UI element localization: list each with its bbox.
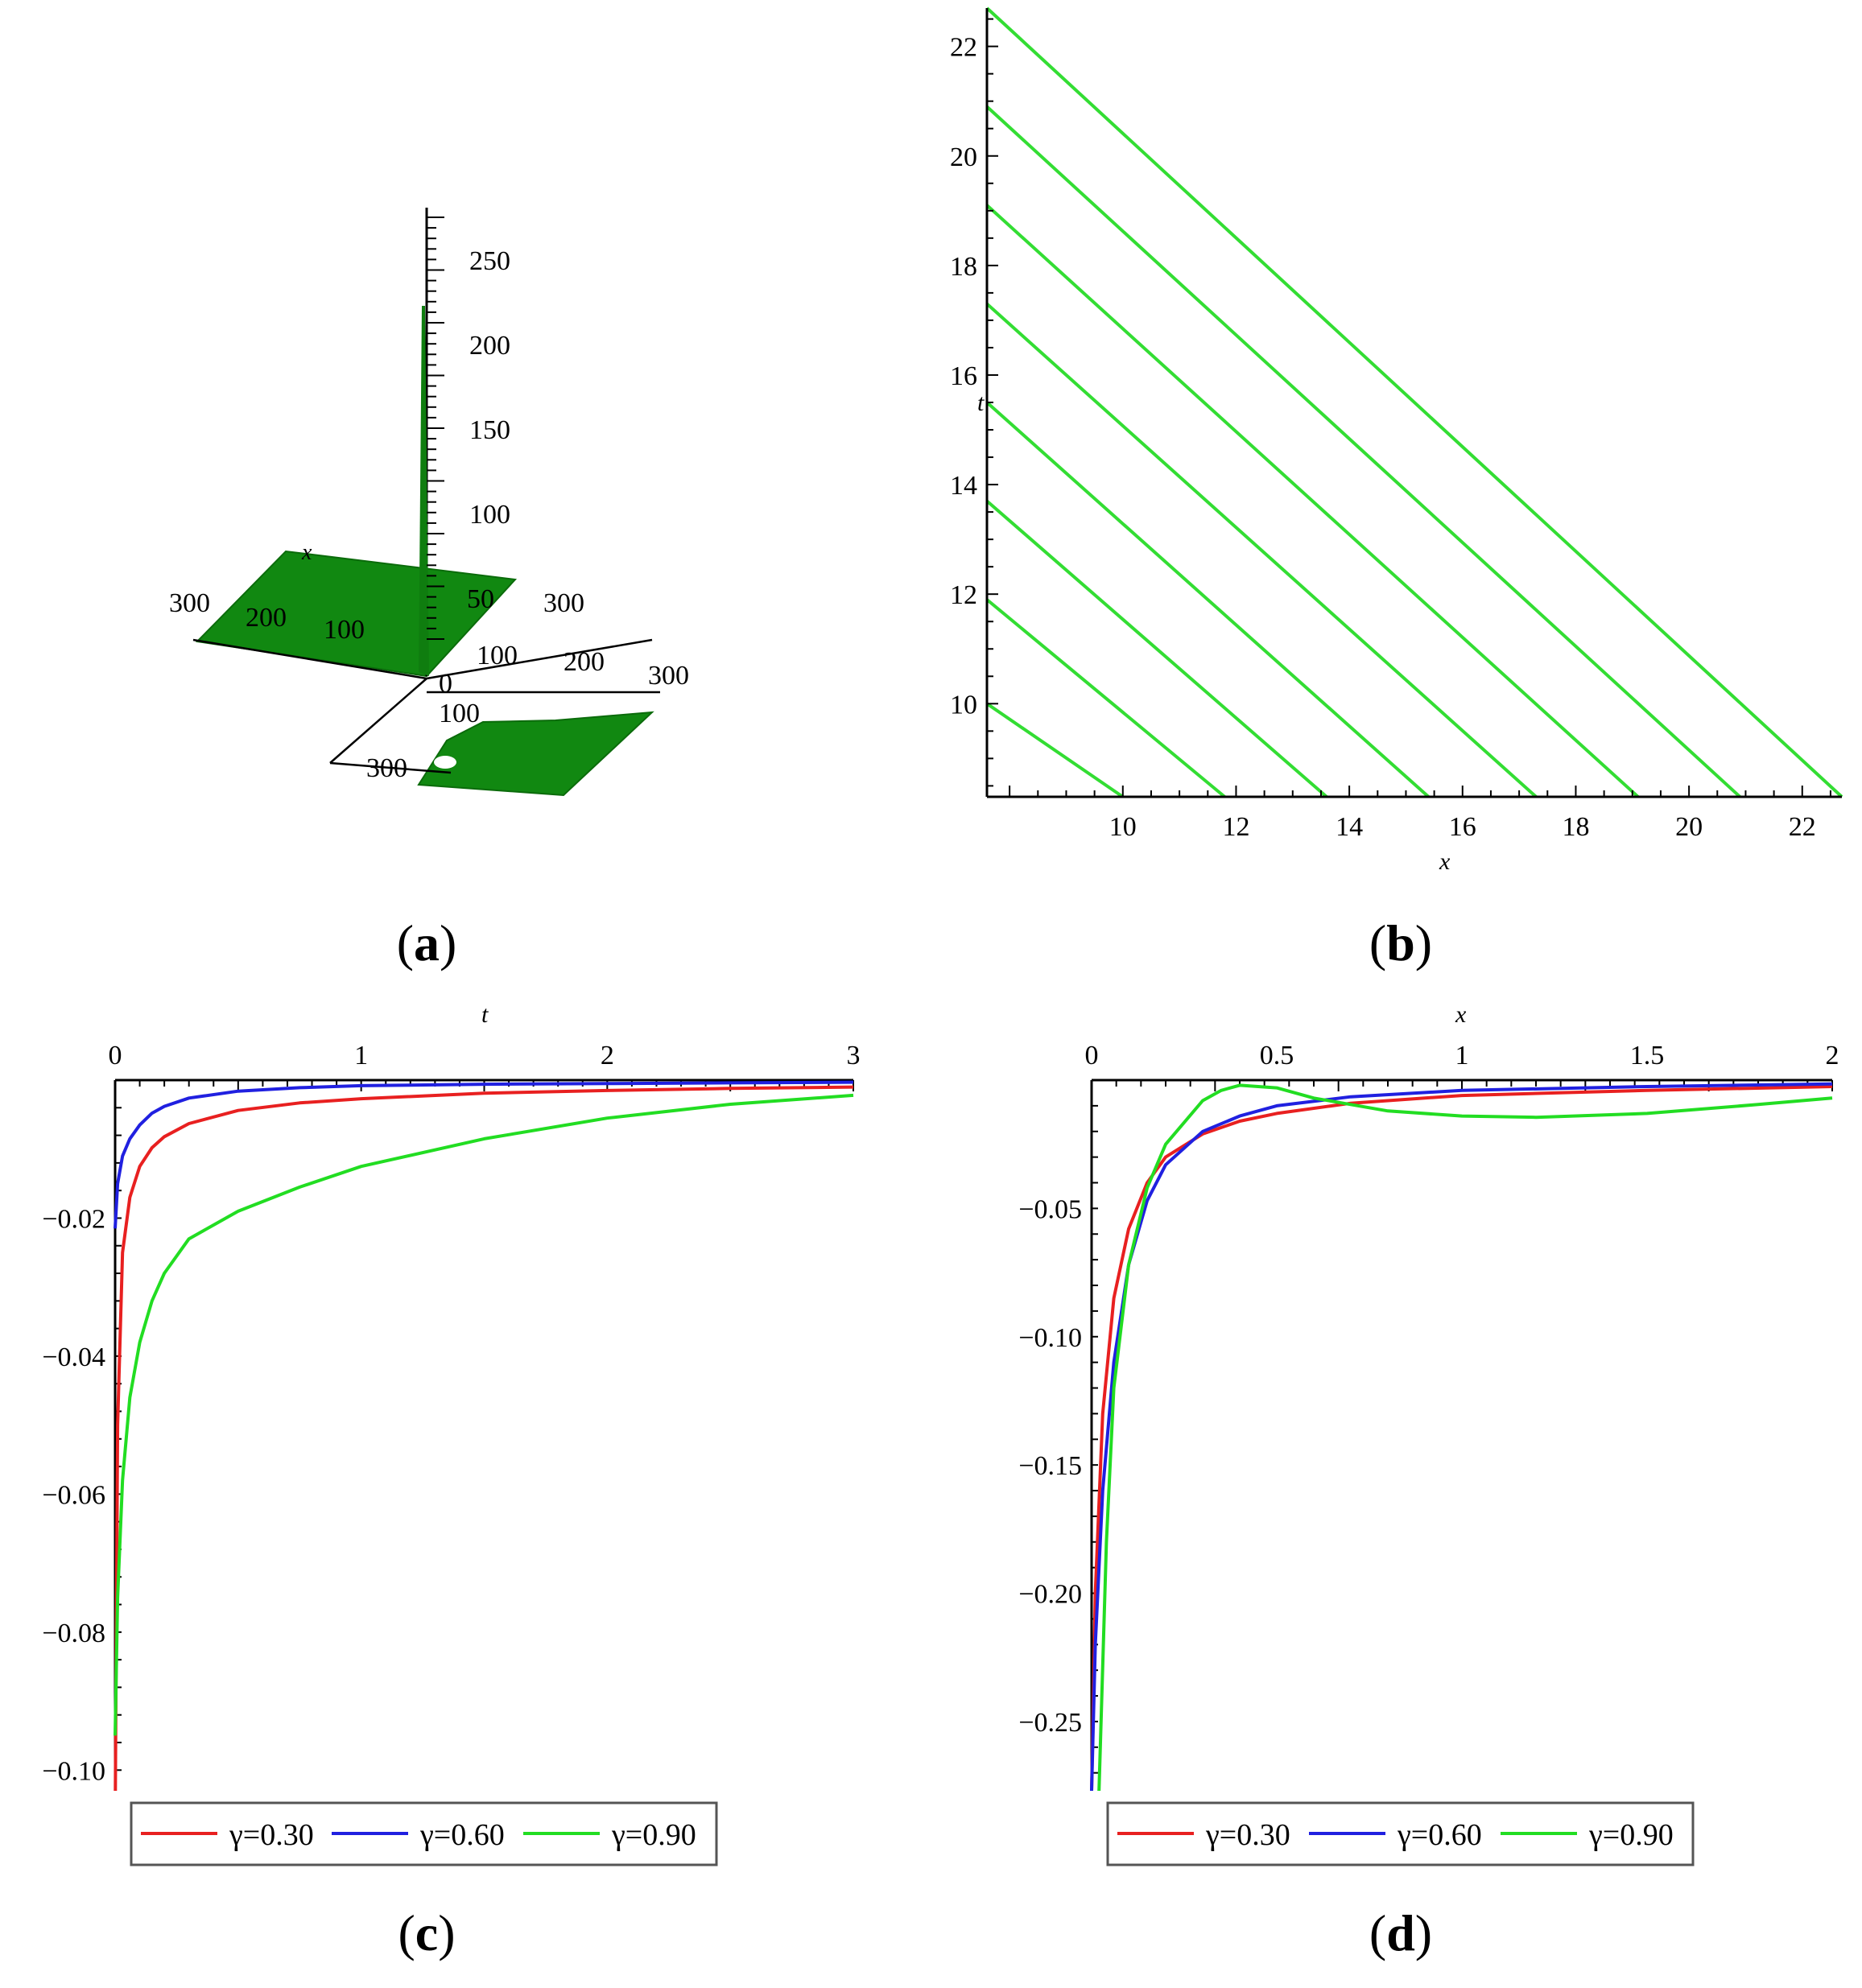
caption-a: (a) xyxy=(396,914,457,971)
c-plot-x-tick-label: 2 xyxy=(601,1041,614,1070)
d-plot-y-tick-label: −0.20 xyxy=(1018,1580,1082,1610)
d-plot-series-line-0 xyxy=(1090,1085,1833,1792)
d-legend: γ=0.30 γ=0.60 γ=0.90 xyxy=(1106,1801,1695,1866)
panel-c-line-chart: 0 1 2 3 −0.02 −0.04 −0.06 −0.08 −0.10 t γ=0.30 γ… xyxy=(42,1001,861,1866)
d-plot-series-line-2 xyxy=(1097,1083,1833,1792)
b-contour-line-1 xyxy=(985,598,1226,798)
d-legend-label-0: γ=0.30 xyxy=(1205,1818,1290,1852)
lower-surface-plane xyxy=(417,711,654,797)
upper-surface-plane xyxy=(195,550,518,678)
c-xlabel: t xyxy=(481,1001,489,1028)
caption-c: (c) xyxy=(398,1904,456,1961)
b-contour-line-0 xyxy=(985,702,1124,798)
panel-d-line-chart: 0 0.5 1 1.5 2 −0.05 −0.10 −0.15 −0.20 −0.25 x γ=0… xyxy=(1018,1001,1839,1866)
b-xlabel: x xyxy=(1439,848,1451,875)
c-legend: γ=0.30 γ=0.60 γ=0.90 xyxy=(130,1801,718,1866)
right-tick-300: 300 xyxy=(543,588,584,618)
b-y-tick-label: 18 xyxy=(950,252,977,282)
d-legend-label-2: γ=0.90 xyxy=(1588,1818,1674,1852)
b-contour-line-5 xyxy=(985,204,1640,798)
d-plot-y-tick-label: −0.10 xyxy=(1018,1323,1082,1353)
d-plot-series-line-1 xyxy=(1090,1082,1833,1792)
y-tick-200: 200 xyxy=(564,647,605,677)
c-plot-y-tick-label: −0.02 xyxy=(42,1204,105,1234)
c-plot-y-tick-label: −0.04 xyxy=(42,1343,105,1372)
caption-d: (d) xyxy=(1369,1904,1433,1961)
lower-surface-hole xyxy=(434,756,456,769)
z-tick-250: 250 xyxy=(469,246,510,276)
d-plot-x-tick-label: 0 xyxy=(1085,1041,1099,1070)
d-plot-x-tick-label: 2 xyxy=(1826,1041,1839,1070)
c-plot-y-tick-label: −0.06 xyxy=(42,1480,105,1510)
b-x-tick-label: 18 xyxy=(1562,812,1589,842)
d-plot-y-tick-label: −0.25 xyxy=(1018,1708,1082,1738)
z-tick-200: 200 xyxy=(469,331,510,361)
lower-axis-left xyxy=(329,678,427,764)
b-x-tick-label: 22 xyxy=(1789,812,1816,842)
d-plot-y-tick-label: −0.05 xyxy=(1018,1194,1082,1224)
b-contour-line-2 xyxy=(985,499,1328,798)
b-y-tick-label: 16 xyxy=(950,361,977,391)
b-x-tick-label: 14 xyxy=(1336,812,1363,842)
c-plot-series-line-0 xyxy=(114,1085,854,1792)
c-plot-x-tick-label: 0 xyxy=(109,1041,122,1070)
c-plot-series-line-2 xyxy=(114,1093,854,1736)
c-legend-label-2: γ=0.90 xyxy=(611,1818,696,1852)
x-axis-label: x xyxy=(301,540,312,565)
b-y-tick-label: 22 xyxy=(950,33,977,63)
b-x-tick-label: 10 xyxy=(1109,812,1137,842)
b-y-tick-label: 10 xyxy=(950,690,977,720)
d-plot-x-tick-label: 1 xyxy=(1455,1041,1469,1070)
z-tick-50: 50 xyxy=(467,584,494,614)
b-contour-line-6 xyxy=(985,105,1741,798)
c-plot-y-tick-label: −0.10 xyxy=(42,1756,105,1786)
b-y-tick-label: 14 xyxy=(950,471,977,501)
d-plot-x-tick-label: 0.5 xyxy=(1260,1041,1294,1070)
b-x-tick-label: 16 xyxy=(1449,812,1476,842)
x-tick-300: 300 xyxy=(169,588,210,618)
c-legend-label-0: γ=0.30 xyxy=(229,1818,314,1852)
y-tick-100: 100 xyxy=(477,641,518,670)
x-tick-100: 100 xyxy=(324,615,365,645)
b-y-tick-label: 12 xyxy=(950,580,977,610)
b-contour-line-3 xyxy=(985,401,1430,798)
d-xlabel: x xyxy=(1455,1001,1467,1028)
panel-a-surface-plot: 250 200 150 100 50 0 300 200 100 x 100 2… xyxy=(169,208,689,797)
z-tick-100: 100 xyxy=(469,500,510,530)
c-plot-x-tick-label: 3 xyxy=(847,1041,861,1070)
b-y-tick-label: 20 xyxy=(950,142,977,172)
c-plot-series-line-1 xyxy=(114,1080,854,1229)
x-tick-200: 200 xyxy=(246,603,287,633)
b-x-tick-label: 20 xyxy=(1675,812,1703,842)
b-contour-line-4 xyxy=(985,303,1538,798)
surface-spike xyxy=(419,306,429,676)
b-contour-line-7 xyxy=(985,6,1843,798)
d-plot-x-tick-label: 1.5 xyxy=(1630,1041,1665,1070)
z-tick-0: 0 xyxy=(439,669,452,699)
lower-tick-300: 300 xyxy=(366,753,407,783)
panel-b-contour-plot: 10 12 14 16 18 20 22 10 12 14 16 18 20 22 x t xyxy=(950,6,1843,875)
caption-b: (b) xyxy=(1369,914,1433,971)
lower-tick-100: 100 xyxy=(439,699,480,728)
c-legend-label-1: γ=0.60 xyxy=(419,1818,505,1852)
y-tick-300: 300 xyxy=(648,661,689,691)
c-plot-y-tick-label: −0.08 xyxy=(42,1619,105,1648)
y-axis xyxy=(426,638,653,680)
d-legend-label-1: γ=0.60 xyxy=(1397,1818,1482,1852)
x-axis xyxy=(192,638,427,680)
b-x-tick-label: 12 xyxy=(1222,812,1249,842)
lower-axis-front xyxy=(329,761,452,774)
c-plot-x-tick-label: 1 xyxy=(354,1041,368,1070)
d-plot-y-tick-label: −0.15 xyxy=(1018,1451,1082,1481)
b-ylabel: t xyxy=(977,390,985,416)
z-tick-150: 150 xyxy=(469,415,510,445)
